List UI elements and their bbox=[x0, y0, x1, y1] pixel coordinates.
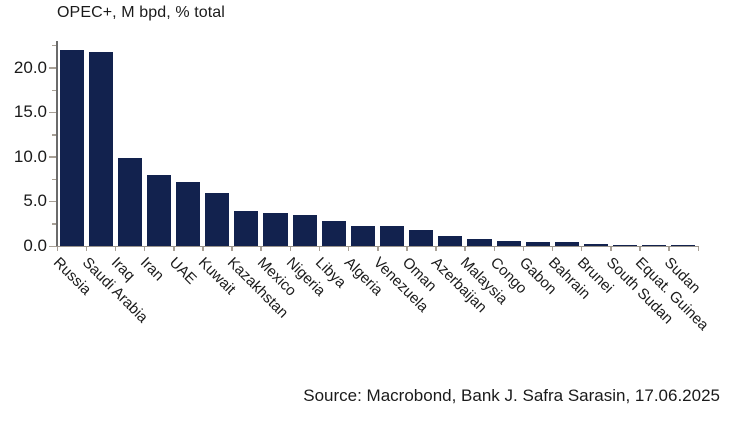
bar-azerbaijan bbox=[438, 236, 463, 246]
bar-iran bbox=[146, 174, 172, 246]
x-tick bbox=[318, 247, 321, 251]
y-major-tick bbox=[49, 111, 56, 114]
bar-kuwait bbox=[205, 193, 230, 246]
bar-mexico bbox=[263, 213, 288, 246]
x-tick bbox=[231, 247, 233, 251]
y-tick-label: 15.0 bbox=[13, 102, 47, 122]
x-tick bbox=[406, 247, 408, 251]
x-tick bbox=[551, 247, 554, 251]
y-tick-label: 0.0 bbox=[23, 236, 47, 255]
y-minor-tick bbox=[52, 178, 56, 181]
bar-iraq bbox=[117, 157, 142, 246]
source-caption: Source: Macrobond, Bank J. Safra Sarasin… bbox=[303, 386, 720, 405]
x-tick bbox=[289, 247, 292, 251]
x-tick bbox=[202, 247, 204, 251]
x-tick bbox=[610, 247, 612, 251]
x-axis-line bbox=[56, 245, 699, 247]
bar-congo bbox=[496, 240, 521, 246]
x-tick bbox=[56, 247, 58, 251]
x-tick bbox=[173, 247, 175, 251]
bar-venezuela bbox=[380, 226, 405, 246]
x-tick bbox=[377, 247, 379, 251]
x-tick bbox=[697, 247, 699, 251]
bar-oman bbox=[409, 229, 434, 246]
bar-russia bbox=[59, 49, 84, 246]
x-category-label: UAE bbox=[166, 254, 200, 288]
y-major-tick bbox=[49, 67, 56, 69]
y-major-tick bbox=[49, 200, 56, 203]
x-tick bbox=[143, 247, 146, 251]
x-tick bbox=[85, 247, 88, 251]
bar-south-sudan bbox=[613, 244, 638, 246]
x-category-label: Iran bbox=[136, 254, 168, 285]
plot-area bbox=[49, 41, 699, 251]
bar-uae bbox=[176, 181, 201, 246]
bar-gabon bbox=[525, 241, 550, 246]
y-minor-tick bbox=[52, 223, 56, 225]
bar-bahrain bbox=[554, 242, 579, 246]
x-tick bbox=[435, 247, 437, 251]
x-tick bbox=[114, 247, 117, 251]
x-tick bbox=[668, 247, 670, 251]
x-tick bbox=[260, 247, 262, 251]
x-tick bbox=[464, 247, 466, 251]
bar-saudi-arabia bbox=[88, 51, 113, 246]
x-tick bbox=[639, 247, 641, 251]
x-tick bbox=[493, 247, 496, 251]
bar-libya bbox=[321, 221, 346, 246]
bar-nigeria bbox=[292, 214, 317, 246]
y-tick-label: 20.0 bbox=[13, 57, 47, 77]
y-minor-tick bbox=[52, 134, 56, 136]
y-minor-tick bbox=[52, 44, 56, 47]
x-tick bbox=[522, 247, 525, 251]
x-tick bbox=[347, 247, 350, 251]
x-tick bbox=[580, 247, 583, 251]
y-minor-tick bbox=[52, 89, 56, 92]
bar-malaysia bbox=[467, 238, 492, 246]
bar-brunei bbox=[583, 243, 609, 246]
bar-algeria bbox=[350, 225, 375, 246]
y-axis-line bbox=[56, 41, 58, 247]
y-tick-label: 5.0 bbox=[23, 191, 47, 211]
y-tick-label: 10.0 bbox=[13, 146, 47, 166]
y-major-tick bbox=[49, 156, 56, 158]
y-major-tick bbox=[49, 245, 56, 247]
bar-kazakhstan bbox=[234, 211, 259, 246]
chart-title: OPEC+, M bpd, % total bbox=[57, 4, 225, 21]
